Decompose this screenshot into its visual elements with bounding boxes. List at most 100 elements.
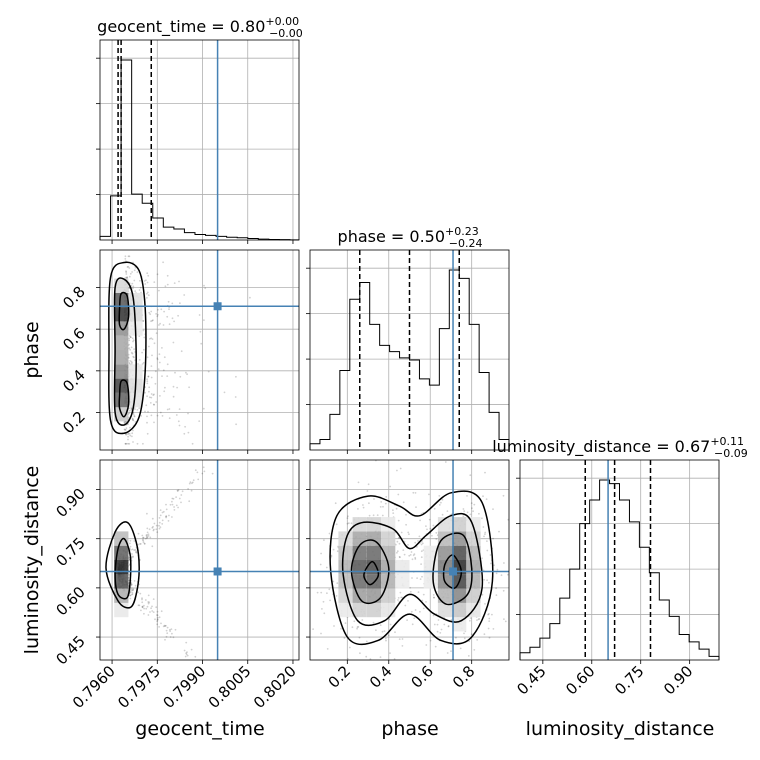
sample-point bbox=[379, 624, 382, 627]
sample-point bbox=[148, 311, 151, 314]
sample-point bbox=[433, 596, 435, 599]
sample-point bbox=[417, 591, 420, 593]
sample-point bbox=[127, 433, 129, 436]
sample-point bbox=[158, 626, 161, 628]
x-tick-label: 0.7990 bbox=[159, 662, 209, 712]
sample-point bbox=[131, 282, 134, 285]
sample-point bbox=[128, 267, 131, 269]
sample-point bbox=[148, 601, 151, 604]
sample-point bbox=[185, 371, 187, 374]
sample-point bbox=[396, 550, 399, 553]
sample-point bbox=[433, 596, 435, 599]
sample-point bbox=[154, 618, 156, 621]
y-tick-label: 0.2 bbox=[59, 408, 89, 438]
sample-point bbox=[433, 507, 436, 510]
sample-point bbox=[147, 375, 150, 378]
panel-frame bbox=[519, 459, 720, 661]
sample-point bbox=[420, 550, 423, 553]
sample-point bbox=[156, 273, 159, 276]
sample-point bbox=[155, 528, 158, 531]
sample-point bbox=[163, 310, 166, 313]
sample-point bbox=[166, 283, 169, 286]
sample-point bbox=[180, 494, 183, 496]
sample-point bbox=[438, 495, 441, 497]
sample-point bbox=[150, 607, 153, 610]
sample-point bbox=[436, 630, 439, 633]
sample-point bbox=[131, 591, 134, 594]
sample-point bbox=[169, 628, 171, 631]
sample-point bbox=[396, 551, 398, 554]
sample-point bbox=[481, 517, 483, 520]
density-cell bbox=[114, 392, 129, 408]
sample-point bbox=[143, 604, 145, 607]
sample-point bbox=[408, 533, 410, 536]
sample-point bbox=[407, 531, 410, 534]
contour-line bbox=[329, 490, 494, 646]
sample-point bbox=[171, 632, 173, 635]
sample-point bbox=[158, 616, 161, 619]
density-cell bbox=[114, 574, 129, 589]
sample-point bbox=[128, 275, 131, 278]
sample-point bbox=[397, 493, 400, 496]
sample-point bbox=[322, 600, 325, 603]
sample-point bbox=[403, 553, 406, 556]
sample-point bbox=[158, 353, 161, 356]
sample-point bbox=[466, 511, 469, 514]
sample-point bbox=[150, 414, 153, 417]
sample-point bbox=[462, 515, 465, 518]
sample-point bbox=[234, 396, 237, 398]
sample-point bbox=[147, 535, 150, 537]
sample-point bbox=[414, 492, 417, 494]
sample-point bbox=[414, 609, 417, 611]
sample-point bbox=[141, 606, 144, 609]
sample-point bbox=[429, 527, 432, 530]
density-cell bbox=[114, 378, 129, 393]
sample-point bbox=[129, 434, 132, 437]
sample-point bbox=[392, 512, 395, 514]
sample-point bbox=[147, 410, 149, 413]
sample-point bbox=[171, 516, 173, 518]
sample-point bbox=[160, 308, 163, 311]
sample-point bbox=[176, 489, 179, 492]
sample-point bbox=[320, 591, 323, 594]
sample-point bbox=[171, 497, 174, 500]
sample-point bbox=[380, 501, 383, 503]
density-cell bbox=[395, 574, 410, 589]
sample-point bbox=[128, 410, 131, 412]
sample-point bbox=[469, 513, 472, 516]
sample-point bbox=[172, 385, 175, 388]
sample-point bbox=[174, 371, 176, 374]
sample-point bbox=[487, 613, 489, 616]
grid-lines bbox=[100, 40, 719, 660]
sample-point bbox=[481, 593, 484, 596]
sample-point bbox=[142, 319, 145, 322]
density-cell bbox=[114, 307, 129, 322]
sample-point bbox=[151, 526, 154, 529]
sample-point bbox=[470, 633, 473, 636]
sample-point bbox=[414, 541, 417, 544]
sample-point bbox=[409, 586, 411, 589]
sample-point bbox=[135, 551, 137, 554]
sample-point bbox=[344, 622, 347, 624]
sample-point bbox=[152, 598, 155, 600]
sample-point bbox=[147, 602, 150, 605]
sample-point bbox=[466, 495, 468, 497]
sample-point bbox=[462, 508, 465, 510]
sample-point bbox=[330, 555, 333, 558]
sample-point bbox=[436, 623, 439, 626]
sample-point bbox=[158, 324, 160, 326]
sample-point bbox=[131, 587, 133, 589]
sample-point bbox=[170, 628, 173, 630]
density-cell bbox=[437, 602, 453, 618]
sample-point bbox=[168, 308, 170, 311]
sample-point bbox=[158, 517, 161, 519]
density-cell bbox=[366, 517, 382, 532]
sample-point bbox=[128, 337, 131, 340]
contour-line bbox=[363, 560, 380, 586]
sample-point bbox=[165, 624, 167, 627]
sample-point bbox=[399, 591, 402, 594]
sample-point bbox=[127, 442, 129, 445]
sample-point bbox=[207, 370, 210, 373]
sample-point bbox=[396, 469, 398, 472]
